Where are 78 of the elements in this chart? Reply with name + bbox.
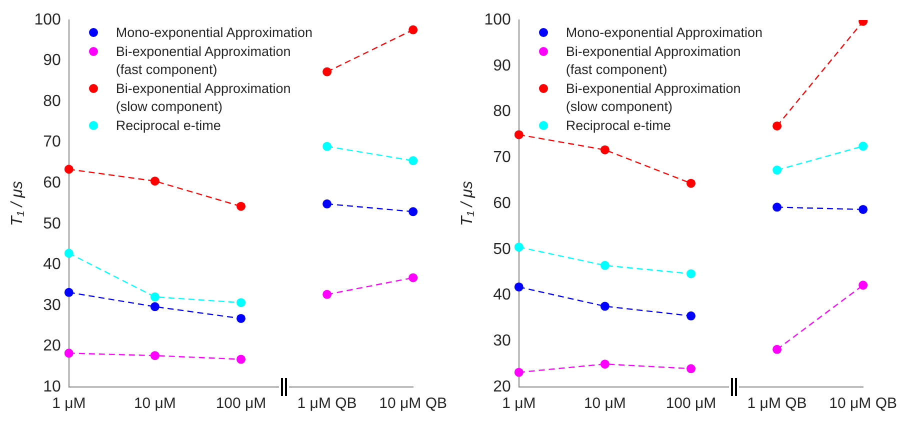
point [236, 298, 246, 308]
point [150, 176, 160, 186]
y-tick-label: 40 [493, 286, 511, 304]
point [772, 121, 782, 130]
point [772, 344, 782, 354]
point [600, 260, 610, 270]
x-tick-label: 1 μM QB [747, 395, 807, 412]
legend-label: Bi-exponential Approximation (fast component) [116, 43, 292, 79]
x-tick-label: 10 μM QB [379, 395, 448, 412]
y-tick-label: 80 [43, 92, 61, 110]
point [858, 204, 868, 214]
legend-label: Bi-exponential Approximation (slow component) [116, 80, 292, 116]
point [600, 145, 610, 154]
point [408, 25, 418, 34]
y-tick-label: 20 [493, 378, 511, 396]
y-tick-label: 90 [493, 57, 511, 74]
point [408, 207, 418, 216]
legend-label: Reciprocal e-time [566, 117, 671, 135]
x-tick-label: 10 μM [584, 395, 626, 412]
point [150, 302, 160, 312]
point [686, 311, 696, 320]
point [600, 302, 610, 311]
y-tick-label: 30 [43, 296, 61, 314]
x-tick-label: 1 μM [502, 395, 536, 412]
point [150, 292, 160, 302]
y-tick-label: 70 [493, 149, 511, 166]
y-tick-label: 20 [43, 338, 61, 355]
point [408, 156, 418, 166]
point [322, 290, 332, 299]
point [514, 282, 524, 292]
y-tick-label: 40 [43, 256, 61, 274]
point [686, 178, 696, 188]
point [514, 242, 524, 252]
point [686, 269, 696, 278]
y-tick-label: 60 [43, 174, 61, 192]
point [64, 348, 74, 358]
point [236, 354, 246, 364]
x-tick-label: 10 μM [134, 395, 176, 412]
legend-label: Mono-exponential Approximation [116, 24, 313, 42]
y-tick-label: 50 [43, 215, 61, 232]
point [236, 202, 246, 211]
point [514, 130, 524, 140]
legend-label: Bi-exponential Approximation (fast component) [566, 43, 742, 79]
point [322, 142, 332, 151]
point [858, 142, 868, 151]
legend-label: Bi-exponential Approximation (slow component) [566, 80, 742, 116]
point [514, 368, 524, 377]
x-tick-label: 100 μM [216, 395, 266, 412]
y-axis-title: T₁ / μs [459, 181, 476, 226]
x-tick-label: 100 μM [666, 395, 716, 412]
point [686, 364, 696, 374]
y-tick-label: 90 [43, 52, 61, 70]
y-tick-label: 10 [43, 378, 61, 396]
point [64, 164, 74, 174]
point [772, 202, 782, 212]
y-tick-label: 30 [493, 332, 511, 350]
y-axis-title: T₁ / μs [9, 181, 26, 226]
x-tick-label: 10 μM QB [829, 395, 898, 412]
point [408, 273, 418, 282]
y-tick-label: 100 [484, 11, 511, 28]
point [64, 288, 74, 297]
point [322, 67, 332, 76]
x-tick-label: 1 μM QB [297, 395, 357, 412]
y-tick-label: 60 [493, 194, 511, 212]
x-tick-label: 1 μM [52, 395, 86, 412]
point [600, 360, 610, 369]
y-tick-label: 50 [493, 240, 511, 258]
point [322, 199, 332, 208]
y-tick-label: 70 [43, 134, 61, 151]
point [858, 280, 868, 290]
point [236, 314, 246, 323]
point [150, 351, 160, 360]
legend-label: Mono-exponential Approximation [566, 24, 763, 42]
y-tick-label: 80 [493, 103, 511, 120]
point [772, 166, 782, 175]
y-tick-label: 100 [34, 11, 61, 28]
point [64, 248, 74, 258]
legend-label: Reciprocal e-time [116, 117, 221, 135]
